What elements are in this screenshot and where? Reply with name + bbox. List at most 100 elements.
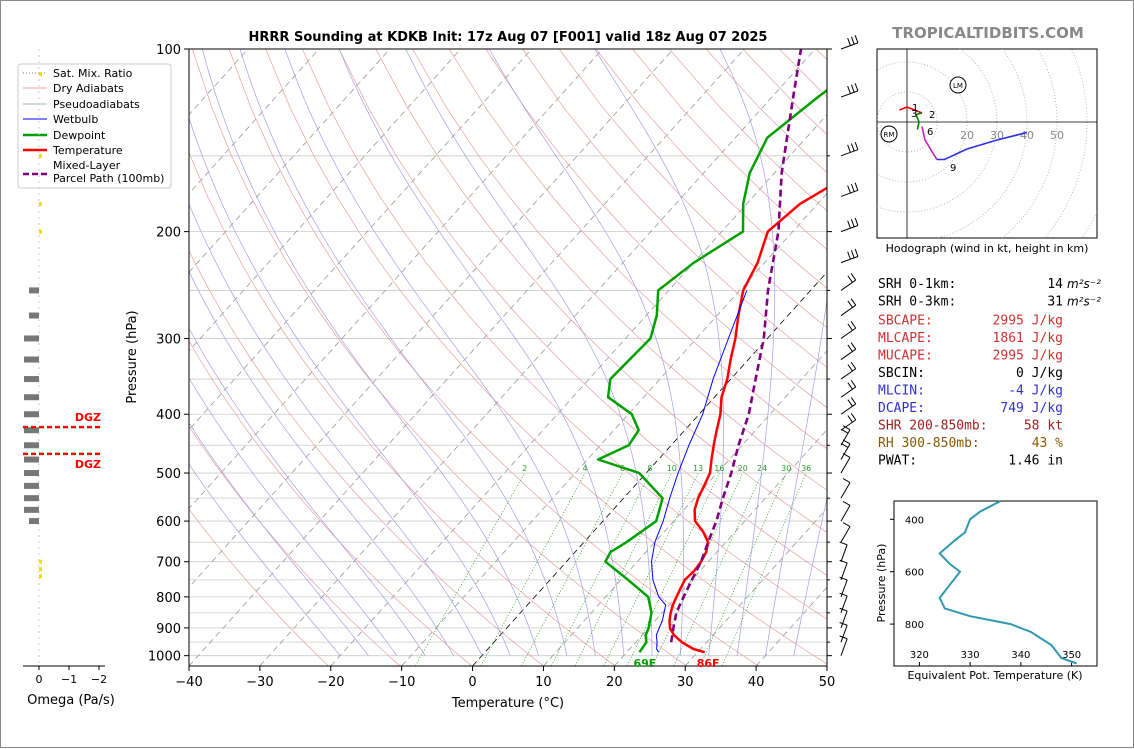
legend-item-temperature: Temperature [52,144,123,157]
y-tick-label: 700 [156,556,181,571]
barb-flag [851,85,854,93]
barb-flag [851,322,856,329]
omega-bar [24,507,39,513]
barb-flag [843,440,850,444]
omega-bar [24,483,39,489]
wind-barb [841,274,856,291]
surface-temp-label: 86F [697,657,720,670]
mixing-ratio-label: 10 [667,464,677,473]
barb-flag [851,219,854,227]
stat-row: PWAT:1.46 in [878,454,1063,469]
x-tick-label: −10 [388,675,415,690]
barb-flag [855,218,858,226]
omega-axis-label: Omega (Pa/s) [27,693,115,708]
stat-label: SRH 0-3km: [878,295,956,310]
barb-flag [851,184,854,192]
barb-staff [841,527,850,543]
barb-staff [841,328,856,338]
barb-flag [851,250,854,258]
stat-value: -4 J/kg [1008,384,1063,399]
wind-barb [841,397,856,414]
stat-row: SBCIN:0 J/kg [878,366,1063,381]
stat-value: 1861 J/kg [993,331,1063,346]
mixing-ratio-line [520,473,622,668]
isotherm [118,49,673,666]
hodo-point-label: 3 [911,109,917,120]
wind-barbs [840,35,858,655]
barb-staff [841,563,847,580]
omega-bar [24,411,39,417]
stat-value: 749 J/kg [1000,401,1063,416]
wind-barb [841,380,856,397]
theta-tick-label: 320 [910,650,929,661]
moist-adiabat [142,49,482,656]
barb-flag [841,429,848,433]
omega-bar [24,335,39,341]
barb-staff [841,545,847,562]
barb-flag [848,324,853,331]
omega-bar [24,457,39,463]
omega-bar [29,287,39,293]
barb-flag [851,299,856,306]
barb-flag [848,86,851,94]
stat-row: MUCAPE: 2995 J/kg [878,349,1063,364]
y-tick-label: 400 [156,408,181,423]
barb-staff [841,305,856,315]
barb-flag [855,83,858,91]
stat-row: SBCAPE:2995 J/kg [878,314,1063,329]
barb-flag [848,383,853,390]
omega-bar [24,470,39,476]
moist-adiabat [339,49,623,656]
hodo-ring-label: 40 [1020,129,1034,142]
barb-flag [851,144,854,152]
legend-item-dry: Dry Adiabats [53,82,124,95]
omega-bar-positive [39,230,42,234]
stat-label: MUCAPE: [878,349,933,364]
mixing-ratio-label: 2 [522,464,527,473]
stat-unit: m²s⁻² [1067,295,1101,309]
barb-flag [848,145,851,153]
barb-staff [841,625,847,642]
hodograph-label: Hodograph (wind in kt, height in km) [886,242,1089,255]
stat-value: 43 % [1032,436,1063,451]
stat-label: RH 300-850mb: [878,436,980,451]
omega-tick-label: 0 [36,673,43,686]
barb-flag [848,400,853,407]
chart-title: HRRR Sounding at KDKB Init: 17z Aug 07 [… [249,30,768,45]
theta-e-xlabel: Equivalent Pot. Temperature (K) [907,669,1082,682]
omega-bar [29,518,39,524]
barb-flag [851,362,856,369]
hodo-ring-label: 20 [960,129,974,142]
wind-barb [841,35,858,49]
stat-value: 58 kt [1024,419,1063,434]
omega-bar [29,313,39,319]
stat-label: DCAPE: [878,401,925,416]
wind-barb [841,362,856,379]
omega-bar-positive [39,567,42,571]
barb-flag [843,479,850,483]
hodo-marker-label: LM [953,82,963,90]
stat-value: 14 [1047,277,1063,292]
theta-e-frame [894,501,1097,666]
barb-staff [841,349,856,359]
omega-bar [24,357,39,363]
wind-barb [841,523,850,543]
dry-adiabat [192,49,690,669]
stat-row: MLCIN:-4 J/kg [878,384,1063,399]
x-tick-label: 10 [535,675,552,690]
y-tick-label: 200 [156,226,181,241]
hodo-point-label: 9 [950,163,956,174]
stat-row: DCAPE: 749 J/kg [878,401,1063,416]
watermark: TROPICALTIDBITS.COM [892,24,1084,42]
barb-flag [840,608,848,611]
barb-staff [841,387,856,397]
wind-barb [841,142,858,156]
mixing-ratio-label: 8 [647,464,652,473]
omega-bar-positive [39,574,42,578]
moist-adiabat [202,49,538,656]
stat-value: 2995 J/kg [993,349,1063,364]
barb-flag [855,249,858,257]
y-tick-label: 800 [156,591,181,606]
